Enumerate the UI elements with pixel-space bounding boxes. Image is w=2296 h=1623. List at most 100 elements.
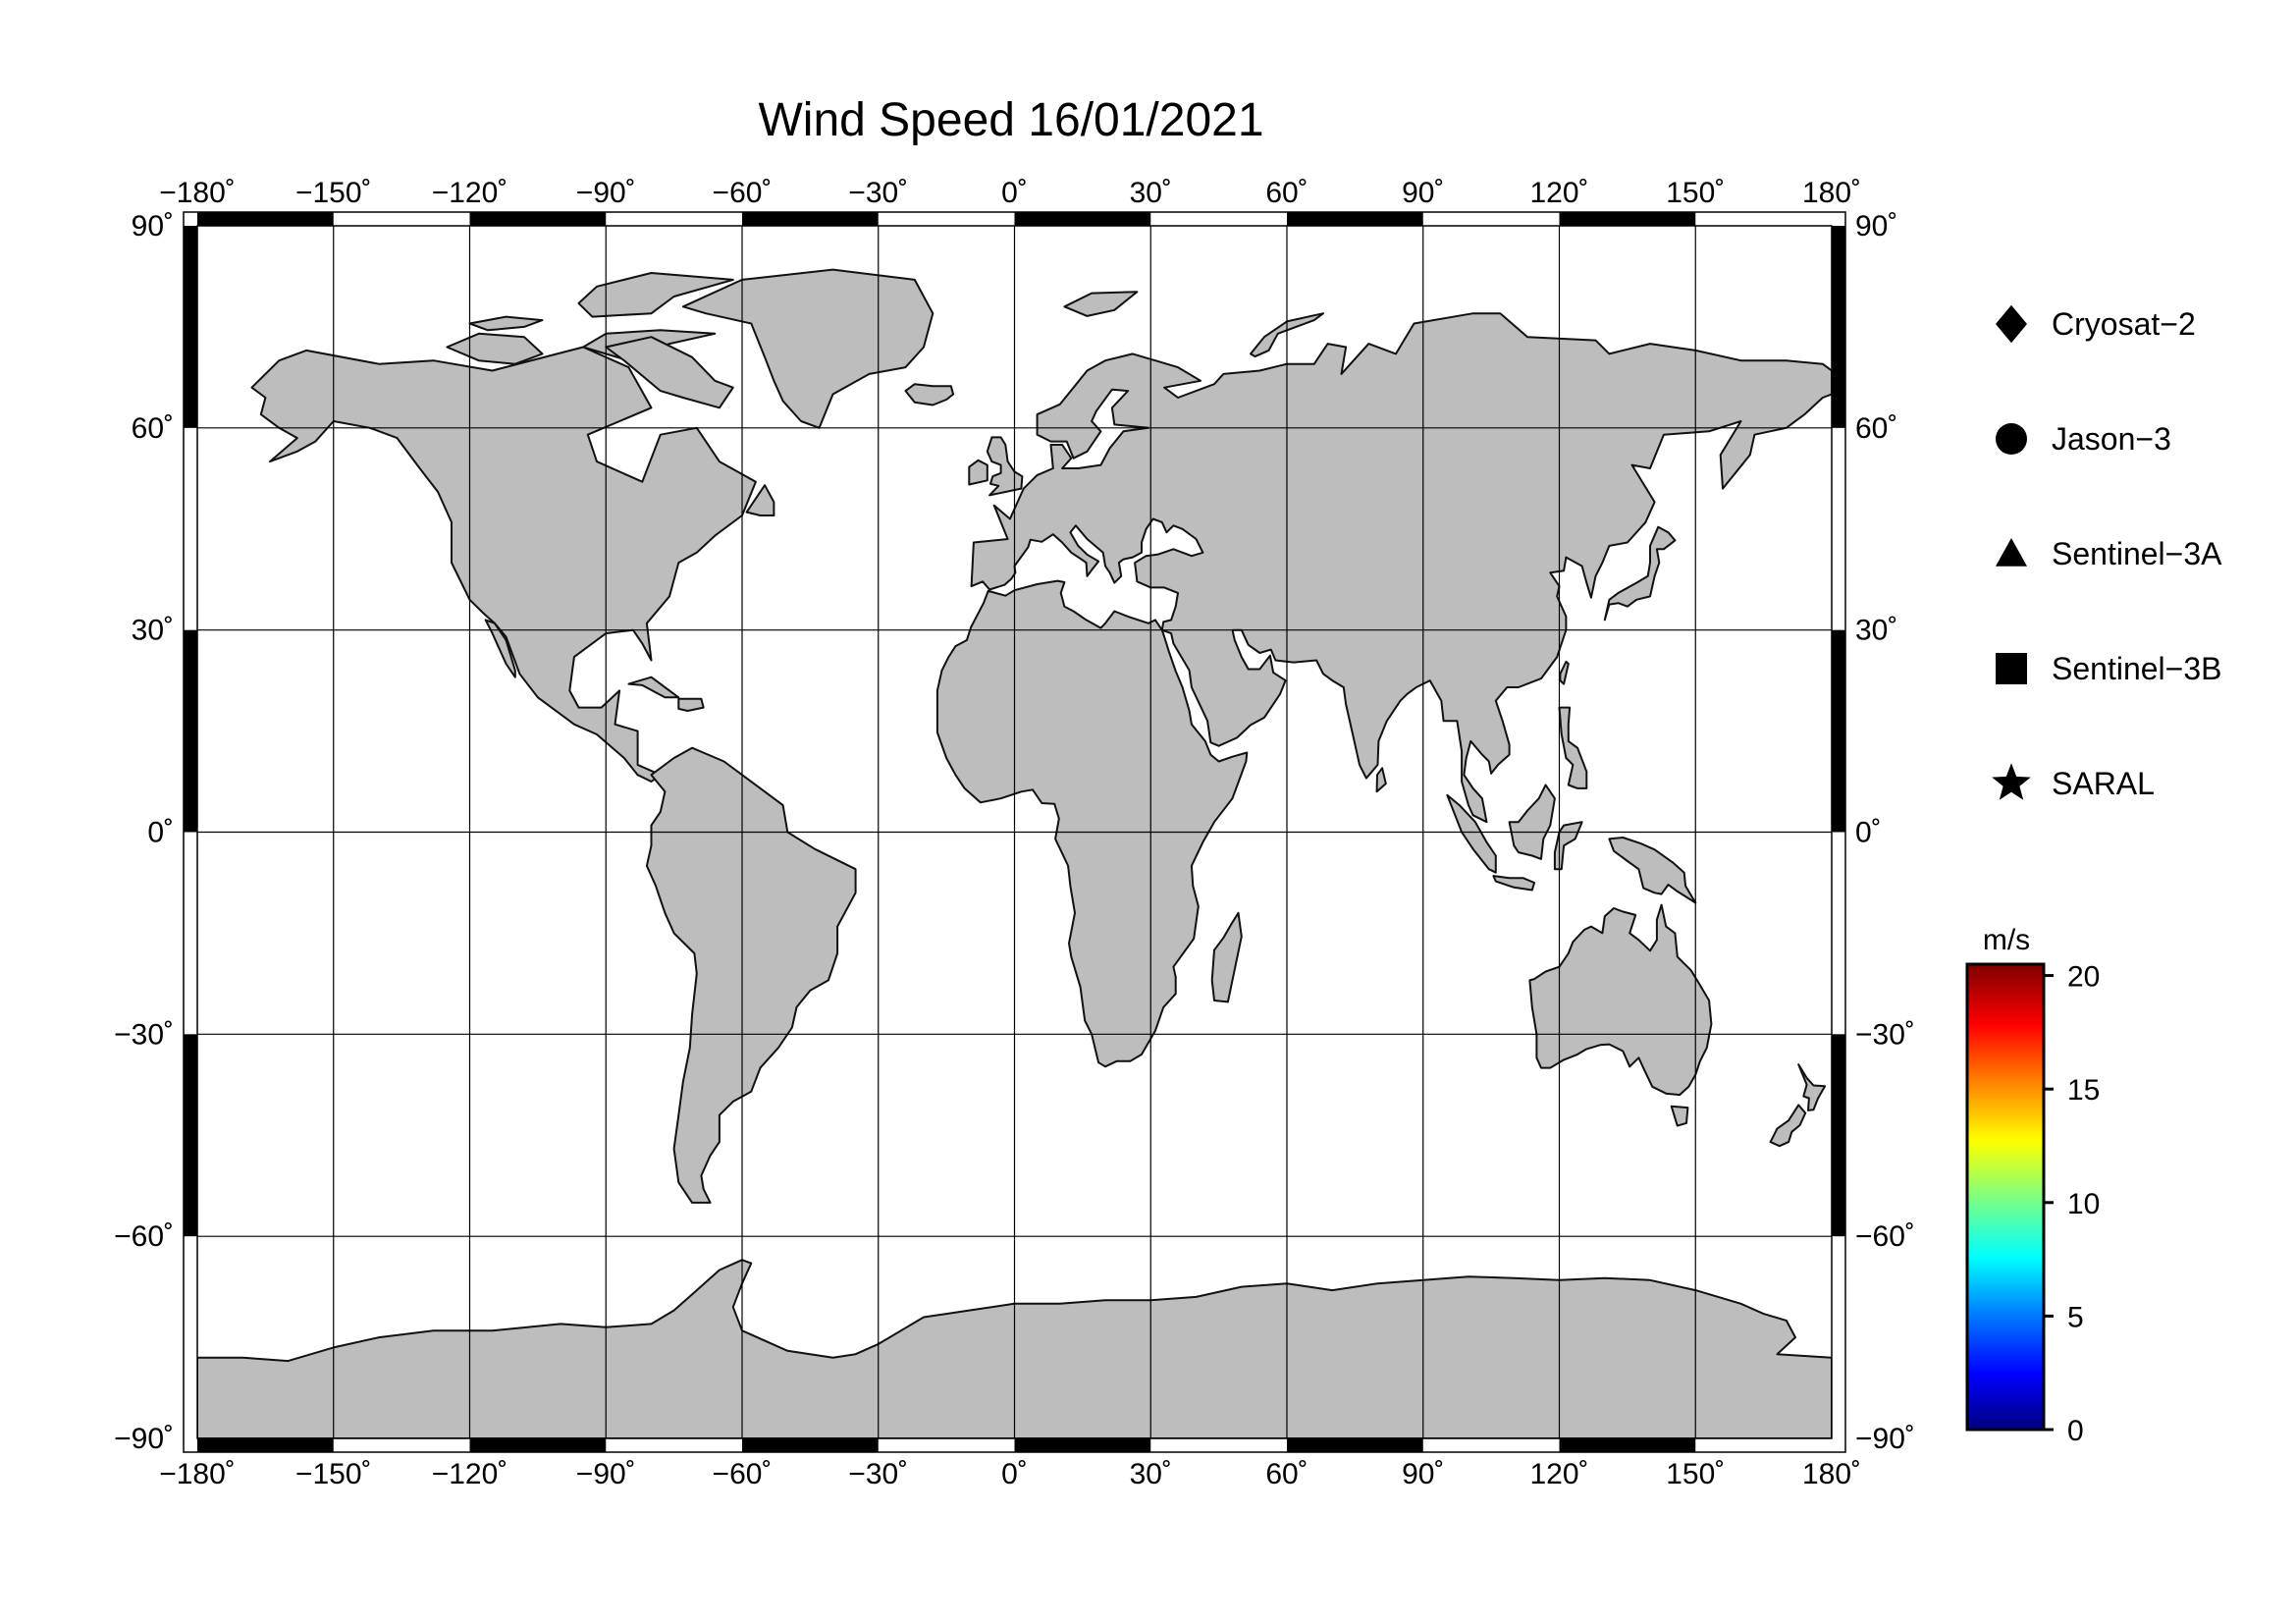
lat-tick-label-left: 90˚ (132, 210, 174, 243)
lon-tick-label-top: −150˚ (295, 177, 372, 209)
lon-tick-label-top: 150˚ (1666, 177, 1725, 209)
map-area: −180˚ −180˚ −150˚ −150˚ −120˚ −120˚ −90˚ −90˚ −6… (114, 177, 1915, 1490)
lon-tick-label-bottom: −90˚ (576, 1458, 636, 1490)
land-new-guinea (1608, 837, 1697, 904)
lon-tick-label-bottom: 60˚ (1265, 1458, 1308, 1490)
lat-tick-label-left: 30˚ (132, 615, 174, 647)
land-north-america (250, 346, 757, 783)
graticule (197, 226, 1832, 1438)
frame-band-bottom (469, 1438, 607, 1452)
frame-band-left (184, 629, 197, 833)
lon-tick-label-top: −180˚ (159, 177, 236, 209)
legend-item: Sentinel−3A (1996, 536, 2222, 571)
lat-tick-label-right: 90˚ (1855, 210, 1897, 243)
lat-tick-label-left: −60˚ (114, 1220, 174, 1253)
land-philippines (1558, 706, 1588, 789)
land-australia (1528, 903, 1713, 1097)
colorbar-tick-label: 20 (2067, 961, 2100, 994)
frame-band-bottom (197, 1438, 334, 1452)
lon-tick-label-top: −90˚ (576, 177, 636, 209)
lon-tick-label-bottom: 120˚ (1529, 1458, 1588, 1490)
land-ireland (968, 459, 988, 486)
land-south-america (645, 746, 857, 1204)
map-frame (183, 211, 1846, 1453)
land-cuba (627, 676, 680, 699)
land-canadian-arctic-3 (577, 272, 734, 318)
lon-tick-label-top: 30˚ (1130, 177, 1172, 209)
land-svalbard (1063, 291, 1139, 317)
land-canadian-arctic-1 (446, 332, 544, 365)
colorbar-tick-label: 5 (2067, 1301, 2084, 1333)
lon-tick-label-top: −120˚ (432, 177, 508, 209)
lon-tick-label-top: 0˚ (1001, 177, 1028, 209)
frame-band-top (469, 212, 607, 226)
land-novaya-zemlya (1250, 312, 1324, 358)
frame-band-top (742, 212, 879, 226)
square-marker-icon (1996, 653, 2027, 684)
colorbar-tick-label: 15 (2067, 1074, 2100, 1107)
legend-label: Sentinel−3A (2052, 536, 2222, 571)
triangle-marker-icon (1996, 538, 2027, 567)
lat-tick-label-left: 0˚ (147, 817, 174, 849)
lat-tick-label-left: 60˚ (132, 412, 174, 445)
land-iceland (904, 383, 955, 406)
land-greenland (681, 268, 934, 429)
frame-band-right (1832, 1034, 1845, 1237)
lat-tick-label-right: 0˚ (1855, 817, 1882, 849)
frame-band-bottom (1287, 1438, 1423, 1452)
diamond-marker-icon (1996, 304, 2027, 344)
land-hispaniola (677, 697, 705, 712)
chart-title: Wind Speed 16/01/2021 (758, 94, 1263, 146)
lat-tick-label-left: −90˚ (114, 1423, 174, 1455)
lon-tick-label-bottom: 30˚ (1130, 1458, 1172, 1490)
lon-tick-label-bottom: −120˚ (432, 1458, 508, 1490)
lat-tick-label-right: −30˚ (1855, 1018, 1915, 1051)
lat-tick-label-right: 30˚ (1855, 615, 1897, 647)
land-sulawesi (1553, 821, 1583, 871)
land-newfoundland (745, 484, 775, 516)
lon-tick-label-bottom: 90˚ (1402, 1458, 1444, 1490)
frame-band-left (184, 226, 197, 428)
lon-tick-label-top: 60˚ (1265, 177, 1308, 209)
land-eurasia (970, 312, 1832, 824)
colorbar-tick-label: 0 (2067, 1415, 2084, 1447)
frame-band-top (1014, 212, 1151, 226)
land-taiwan (1559, 660, 1570, 685)
frame-band-bottom (1014, 1438, 1151, 1452)
axis-tick-labels: −180˚ −180˚ −150˚ −150˚ −120˚ −120˚ −90˚ −90˚ −6… (114, 177, 1915, 1490)
legend-item: Jason−3 (1996, 421, 2171, 457)
star-marker-icon (1992, 763, 2031, 800)
land-nz-north (1797, 1063, 1827, 1111)
frame-band-top (197, 212, 334, 226)
legend-label: SARAL (2052, 766, 2155, 801)
colorbar-gradient (1965, 962, 2046, 1432)
land-sumatra (1446, 793, 1497, 874)
lon-tick-label-top: −60˚ (713, 177, 773, 209)
land-baffin (605, 336, 734, 409)
colorbar-tick-label: 10 (2067, 1188, 2100, 1220)
frame-band-bottom (742, 1438, 879, 1452)
land-borneo (1508, 784, 1556, 860)
lon-tick-label-top: 180˚ (1802, 177, 1861, 209)
circle-marker-icon (1996, 423, 2027, 455)
land-tasmania (1670, 1105, 1689, 1127)
frame-band-right (1832, 226, 1845, 428)
legend-label: Cryosat−2 (2052, 306, 2196, 342)
lon-tick-label-bottom: −30˚ (848, 1458, 908, 1490)
legend-label: Jason−3 (2052, 421, 2171, 457)
lat-tick-label-right: −60˚ (1855, 1220, 1915, 1253)
lon-tick-label-top: −30˚ (848, 177, 908, 209)
land-britain (986, 436, 1024, 497)
lat-tick-label-right: 60˚ (1855, 412, 1897, 445)
colorbar: m/s 20 15 10 5 0 (1965, 924, 2100, 1447)
frame-band-left (184, 1034, 197, 1237)
lon-tick-label-bottom: −60˚ (713, 1458, 773, 1490)
land-java (1492, 875, 1536, 892)
lon-tick-label-top: 120˚ (1529, 177, 1588, 209)
land-canadian-arctic-4 (468, 315, 544, 332)
land-nz-south (1769, 1104, 1807, 1148)
lon-tick-label-bottom: −180˚ (159, 1458, 236, 1490)
land-madagascar (1210, 911, 1243, 1003)
land-sri-lanka (1375, 767, 1387, 793)
